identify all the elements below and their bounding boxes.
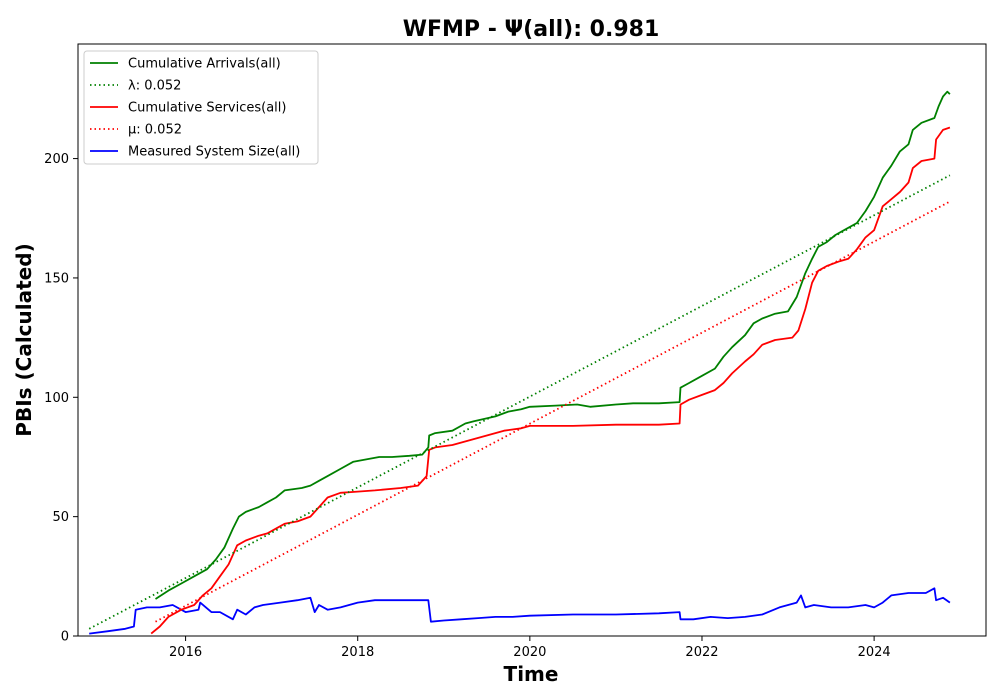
plot-frame xyxy=(77,43,987,637)
series-line-cumulative-arrivals-all xyxy=(155,90,951,600)
legend-box xyxy=(83,50,319,165)
series-line-cumulative-services-all xyxy=(150,126,951,635)
y-tick-label-50: 50 xyxy=(52,510,69,525)
x-axis-label: Time xyxy=(504,662,559,686)
series-layer xyxy=(88,90,951,635)
chart-title: WFMP - Ψ(all): 0.981 xyxy=(403,17,660,42)
x-tick-label-2018: 2018 xyxy=(341,645,374,660)
legend-label-0-052: λ: 0.052 xyxy=(128,79,181,94)
y-tick-label-200: 200 xyxy=(44,152,69,167)
legend: Cumulative Arrivals(all) λ: 0.052 Cumulati… xyxy=(83,50,319,165)
x-tick-label-2024: 2024 xyxy=(858,645,891,660)
x-tick-label-2020: 2020 xyxy=(513,645,546,660)
legend-label-cumulative-services-all: Cumulative Services(all) xyxy=(128,101,286,116)
x-tick-label-2016: 2016 xyxy=(169,645,202,660)
x-tick-label-2022: 2022 xyxy=(685,645,718,660)
legend-label-0-052: μ: 0.052 xyxy=(128,123,182,138)
series-line-0-052 xyxy=(88,174,951,630)
tick-layer: 2016 2018 2020 2022 2024 0 50 100 150 200 xyxy=(44,152,890,660)
y-tick-label-150: 150 xyxy=(44,271,69,286)
legend-label-cumulative-arrivals-all: Cumulative Arrivals(all) xyxy=(128,57,281,72)
y-axis-label: PBIs (Calculated) xyxy=(12,243,36,436)
y-tick-label-0: 0 xyxy=(61,630,69,645)
y-tick-label-100: 100 xyxy=(44,391,69,406)
series-line-0-052 xyxy=(155,200,951,623)
series-line-measured-system-size-all xyxy=(89,587,951,635)
legend-label-measured-system-size-all: Measured System Size(all) xyxy=(128,145,300,160)
